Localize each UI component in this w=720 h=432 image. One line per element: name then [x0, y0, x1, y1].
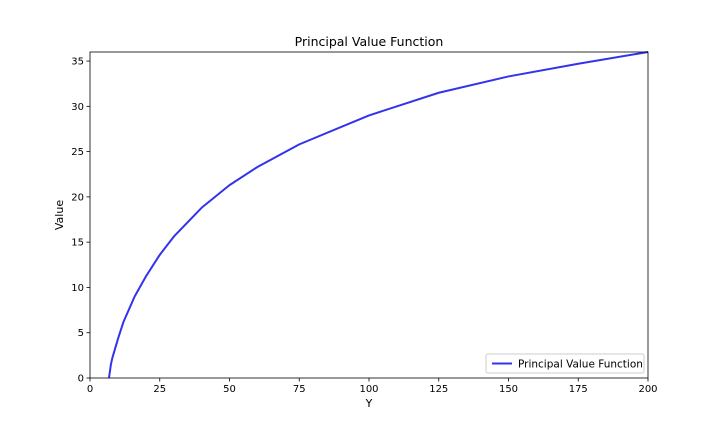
x-tick-label: 0 — [87, 384, 93, 395]
legend: Principal Value Function — [485, 353, 645, 374]
y-tick-label: 5 — [78, 328, 84, 339]
y-tick-label: 10 — [71, 283, 84, 294]
x-tick-label: 175 — [569, 384, 588, 395]
x-tick-label: 100 — [359, 384, 378, 395]
x-tick-label: 25 — [153, 384, 166, 395]
x-tick-label: 200 — [638, 384, 657, 395]
x-axis-label: Y — [365, 397, 373, 410]
plot-frame — [89, 51, 649, 379]
series-group — [107, 51, 649, 379]
y-tick-label: 0 — [78, 374, 84, 385]
x-tick-label: 50 — [223, 384, 236, 395]
legend-label: Principal Value Function — [518, 359, 643, 371]
y-tick-label: 30 — [71, 102, 84, 113]
y-tick-label: 35 — [71, 57, 84, 68]
x-tick-label: 150 — [499, 384, 518, 395]
chart-title: Principal Value Function — [295, 34, 444, 49]
series-line-0 — [107, 51, 649, 379]
y-axis-label: Value — [53, 200, 66, 230]
x-axis: 0 25 50 75 100 125 150 175 200 — [87, 378, 658, 395]
y-tick-label: 15 — [71, 238, 84, 249]
x-tick-label: 125 — [429, 384, 448, 395]
legend-box — [485, 353, 645, 374]
y-tick-label: 25 — [71, 147, 84, 158]
y-tick-label: 20 — [71, 192, 84, 203]
y-axis: 0 5 10 15 20 25 30 35 — [71, 57, 90, 385]
x-tick-label: 75 — [293, 384, 306, 395]
